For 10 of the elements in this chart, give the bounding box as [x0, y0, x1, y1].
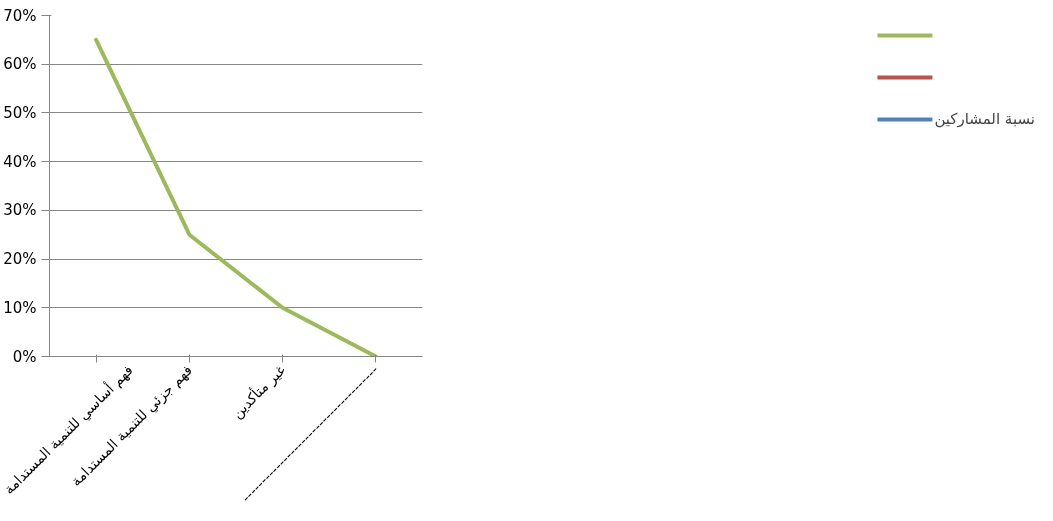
y-tick-label: 30%: [3, 201, 37, 220]
legend-label: نسبة المشاركين: [934, 110, 1035, 128]
y-tick-label: 50%: [3, 103, 37, 122]
y-tick-label: 70%: [3, 6, 37, 25]
y-tick-label: 60%: [3, 55, 37, 74]
line-series: [94, 37, 378, 357]
y-tick-label: 0%: [12, 347, 37, 366]
y-tick-label: 10%: [3, 298, 37, 317]
y-tick-label: 40%: [3, 152, 37, 171]
y-tick-label: 20%: [3, 250, 37, 269]
